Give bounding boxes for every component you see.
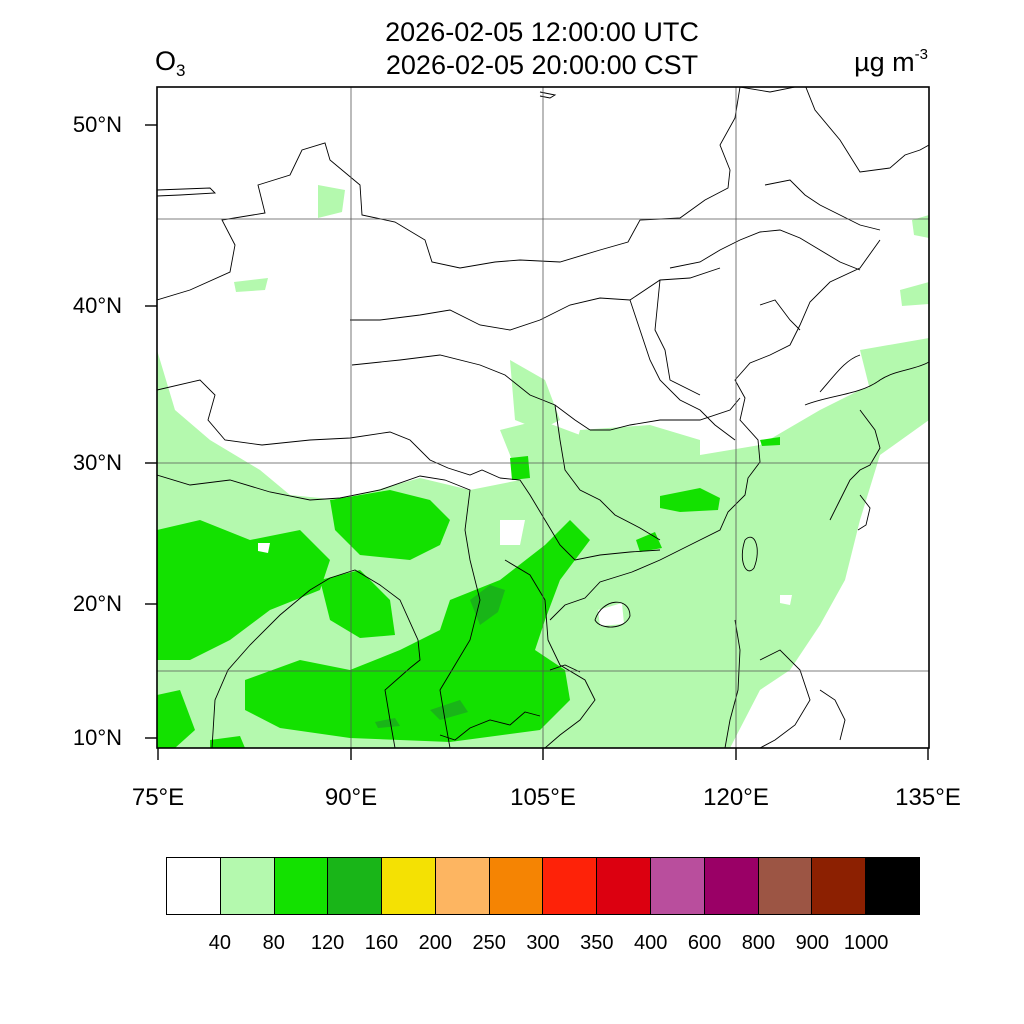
legend-swatch: [866, 858, 919, 914]
legend-swatch: [435, 858, 490, 914]
legend-swatch: [489, 858, 544, 914]
species-label: O3: [155, 46, 185, 81]
lon-label-75e: 75°E: [131, 784, 185, 811]
lon-label-120e: 120°E: [703, 784, 769, 811]
legend-label: 1000: [843, 932, 889, 954]
legend-swatch: [274, 858, 329, 914]
legend-label: 120: [310, 932, 345, 954]
legend-label: 80: [262, 932, 285, 954]
legend-swatch: [812, 858, 867, 914]
legend-swatch: [704, 858, 759, 914]
legend-label: 300: [526, 932, 560, 954]
graticule: [157, 87, 929, 748]
legend-label: 900: [795, 932, 829, 954]
lat-label-40n: 40°N: [72, 293, 122, 318]
axis-ticks: [145, 124, 929, 760]
lon-label-135e: 135°E: [895, 784, 961, 811]
legend-label: 250: [472, 932, 506, 954]
units-superscript: -3: [914, 46, 928, 63]
legend-label: 600: [687, 932, 722, 954]
species-subscript: 3: [176, 61, 186, 80]
legend-swatch: [328, 858, 383, 914]
lon-label-90e: 90°E: [324, 784, 378, 811]
color-legend: [166, 857, 920, 915]
legend-label: 40: [208, 932, 231, 954]
legend-swatch: [758, 858, 813, 914]
species-main: O: [155, 46, 177, 76]
boundary-lines: [157, 87, 929, 748]
lat-label-30n: 30°N: [72, 450, 122, 475]
title-cst: 2026-02-05 20:00:00 CST: [385, 50, 699, 80]
legend-label: 400: [634, 932, 668, 954]
title-utc: 2026-02-05 12:00:00 UTC: [385, 17, 699, 47]
lat-label-20n: 20°N: [72, 591, 122, 616]
legend-label: 160: [364, 932, 399, 954]
legend-swatch: [167, 858, 221, 914]
lon-label-105e: 105°E: [510, 784, 576, 811]
lat-label-50n: 50°N: [72, 112, 122, 137]
legend-swatch: [651, 858, 705, 914]
units-label: µg m-3: [854, 46, 928, 78]
legend-swatch: [597, 858, 652, 914]
legend-swatch: [382, 858, 436, 914]
units-main: µg m: [854, 47, 915, 77]
legend-label: 350: [580, 932, 614, 954]
legend-swatch: [543, 858, 598, 914]
legend-label: 200: [418, 932, 452, 954]
legend-swatch: [220, 858, 275, 914]
lat-label-10n: 10°N: [72, 725, 122, 750]
legend-label: 800: [741, 932, 776, 954]
